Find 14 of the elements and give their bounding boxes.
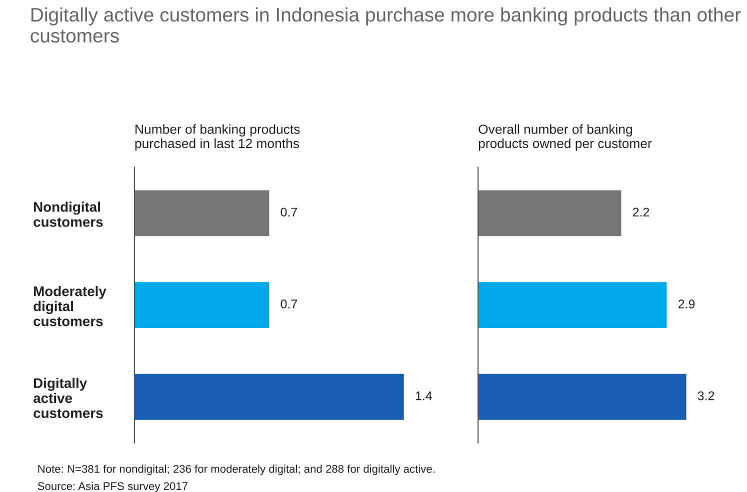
y-tick-label: Nondigital customers xyxy=(34,202,103,227)
y-tick-label: Moderately digital customers xyxy=(34,286,106,326)
data-label: 0.7 xyxy=(280,208,298,217)
chart-subtitle: Overall number of banking products owned per customer xyxy=(478,124,652,151)
text: Note: N=381 for nondigital; 236 for moderately digital; and 288 for digitally active. xyxy=(38,464,434,476)
data-label: 2.9 xyxy=(678,300,695,308)
chart-title: Digitally active customers in Indonesia purchase more banking products than other customers xyxy=(30,7,741,43)
data-label: 0.7 xyxy=(280,300,298,308)
chart-subtitle: Number of banking products purchased in last 12 months xyxy=(135,124,300,151)
data-label: 1.4 xyxy=(416,392,432,400)
data-label: 3.2 xyxy=(698,391,714,400)
y-tick-label: Digitally active customers xyxy=(33,378,103,418)
source-note: Source: Asia PFS survey 2017 xyxy=(38,482,188,492)
data-label: 2.2 xyxy=(632,208,650,216)
